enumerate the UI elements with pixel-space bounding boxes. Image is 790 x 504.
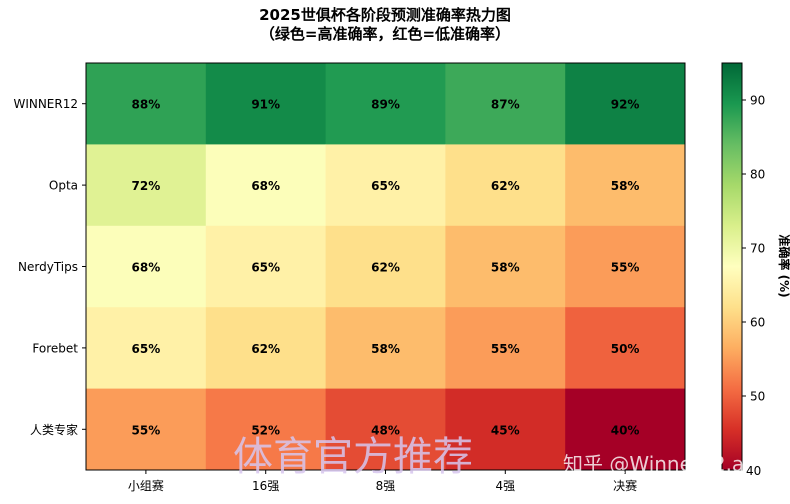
cell-value-label: 65%: [251, 261, 280, 275]
cell-value-label: 62%: [251, 342, 280, 356]
colorbar-tick-label: 70: [750, 242, 765, 256]
heatmap-cell: [565, 63, 686, 145]
heatmap-cell: [205, 63, 327, 145]
heatmap-cell: [565, 388, 686, 471]
heatmap-cell: [445, 63, 566, 145]
heatmap-cell: [205, 307, 327, 390]
heatmap-cell: [325, 63, 446, 145]
heatmap-cell: [205, 225, 327, 308]
cell-value-label: 50%: [611, 342, 640, 356]
heatmap-cell: [325, 307, 446, 390]
heatmap-cell: [445, 307, 566, 390]
heatmap-cell: [86, 388, 207, 471]
colorbar-tick-label: 60: [750, 316, 765, 330]
cell-value-label: 58%: [611, 179, 640, 193]
cell-value-label: 62%: [371, 261, 400, 275]
chart-title: 2025世俱杯各阶段预测准确率热力图: [259, 6, 511, 24]
heatmap-cell: [325, 144, 446, 227]
x-tick-label: 4强: [495, 479, 515, 493]
cell-value-label: 58%: [491, 261, 520, 275]
heatmap-cell: [445, 388, 566, 471]
heatmap-cell: [205, 388, 327, 471]
heatmap-cell: [86, 63, 207, 145]
heatmap-cell: [445, 144, 566, 227]
cell-value-label: 91%: [251, 98, 280, 112]
colorbar-label: 准确率 (%): [777, 234, 790, 297]
cell-value-label: 55%: [491, 342, 520, 356]
colorbar-tick-label: 50: [750, 390, 765, 404]
colorbar-tick-label: 90: [750, 94, 765, 108]
cell-value-label: 88%: [132, 98, 161, 112]
y-tick-label: Forebet: [32, 341, 78, 355]
y-tick-label: Opta: [49, 179, 78, 193]
cell-value-label: 65%: [132, 342, 161, 356]
cell-value-label: 68%: [251, 179, 280, 193]
heatmap-cell: [565, 144, 686, 227]
heatmap-cell: [86, 225, 207, 308]
cell-value-label: 58%: [371, 342, 400, 356]
heatmap-cell: [565, 225, 686, 308]
y-tick-label: WINNER12: [13, 97, 78, 111]
cell-value-label: 92%: [611, 98, 640, 112]
heatmap-cell: [205, 144, 327, 227]
cell-value-label: 52%: [251, 423, 280, 437]
watermark-left: 体育官方推荐: [233, 434, 473, 480]
cell-value-label: 65%: [371, 179, 400, 193]
x-tick-label: 小组赛: [128, 478, 164, 493]
x-tick-label: 16强: [252, 479, 279, 493]
y-tick-label: 人类专家: [30, 422, 78, 437]
cell-value-label: 89%: [371, 98, 400, 112]
cell-value-label: 68%: [132, 261, 161, 275]
heatmap-cells: 88% 91% 89% 87% 92% 72% 68% 65% 62% 58% 68% 65% 62% 5…: [86, 63, 686, 471]
heatmap-cell: [86, 307, 207, 390]
heatmap-cell: [325, 388, 446, 471]
cell-value-label: 87%: [491, 98, 520, 112]
chart-subtitle: （绿色=高准确率，红色=低准确率）: [260, 25, 510, 43]
colorbar: [721, 62, 743, 471]
cell-value-label: 45%: [491, 423, 520, 437]
colorbar-tick-label: 80: [750, 168, 765, 182]
heatmap-cell: [565, 307, 686, 390]
cell-value-label: 55%: [132, 423, 161, 437]
colorbar-ticks: 50 60 70 80 90: [742, 94, 765, 404]
cell-value-label: 48%: [371, 423, 400, 437]
cell-value-label: 62%: [491, 179, 520, 193]
heatmap-cell: [445, 225, 566, 308]
x-tick-label: 决赛: [613, 478, 637, 493]
cell-value-label: 55%: [611, 261, 640, 275]
colorbar-tick-40-partial: 40: [746, 464, 761, 478]
heatmap-cell: [86, 144, 207, 227]
cell-value-label: 40%: [611, 423, 640, 437]
heatmap-cell: [325, 225, 446, 308]
cell-value-label: 72%: [132, 179, 161, 193]
x-tick-labels: 小组赛 16强 8强 4强 决赛: [128, 470, 637, 493]
x-tick-label: 8强: [376, 479, 396, 493]
y-tick-labels: WINNER12 Opta NerdyTips Forebet 人类专家: [13, 97, 86, 437]
y-tick-label: NerdyTips: [18, 260, 78, 274]
watermark-right: 知乎 @Winner12.ai: [563, 452, 750, 476]
